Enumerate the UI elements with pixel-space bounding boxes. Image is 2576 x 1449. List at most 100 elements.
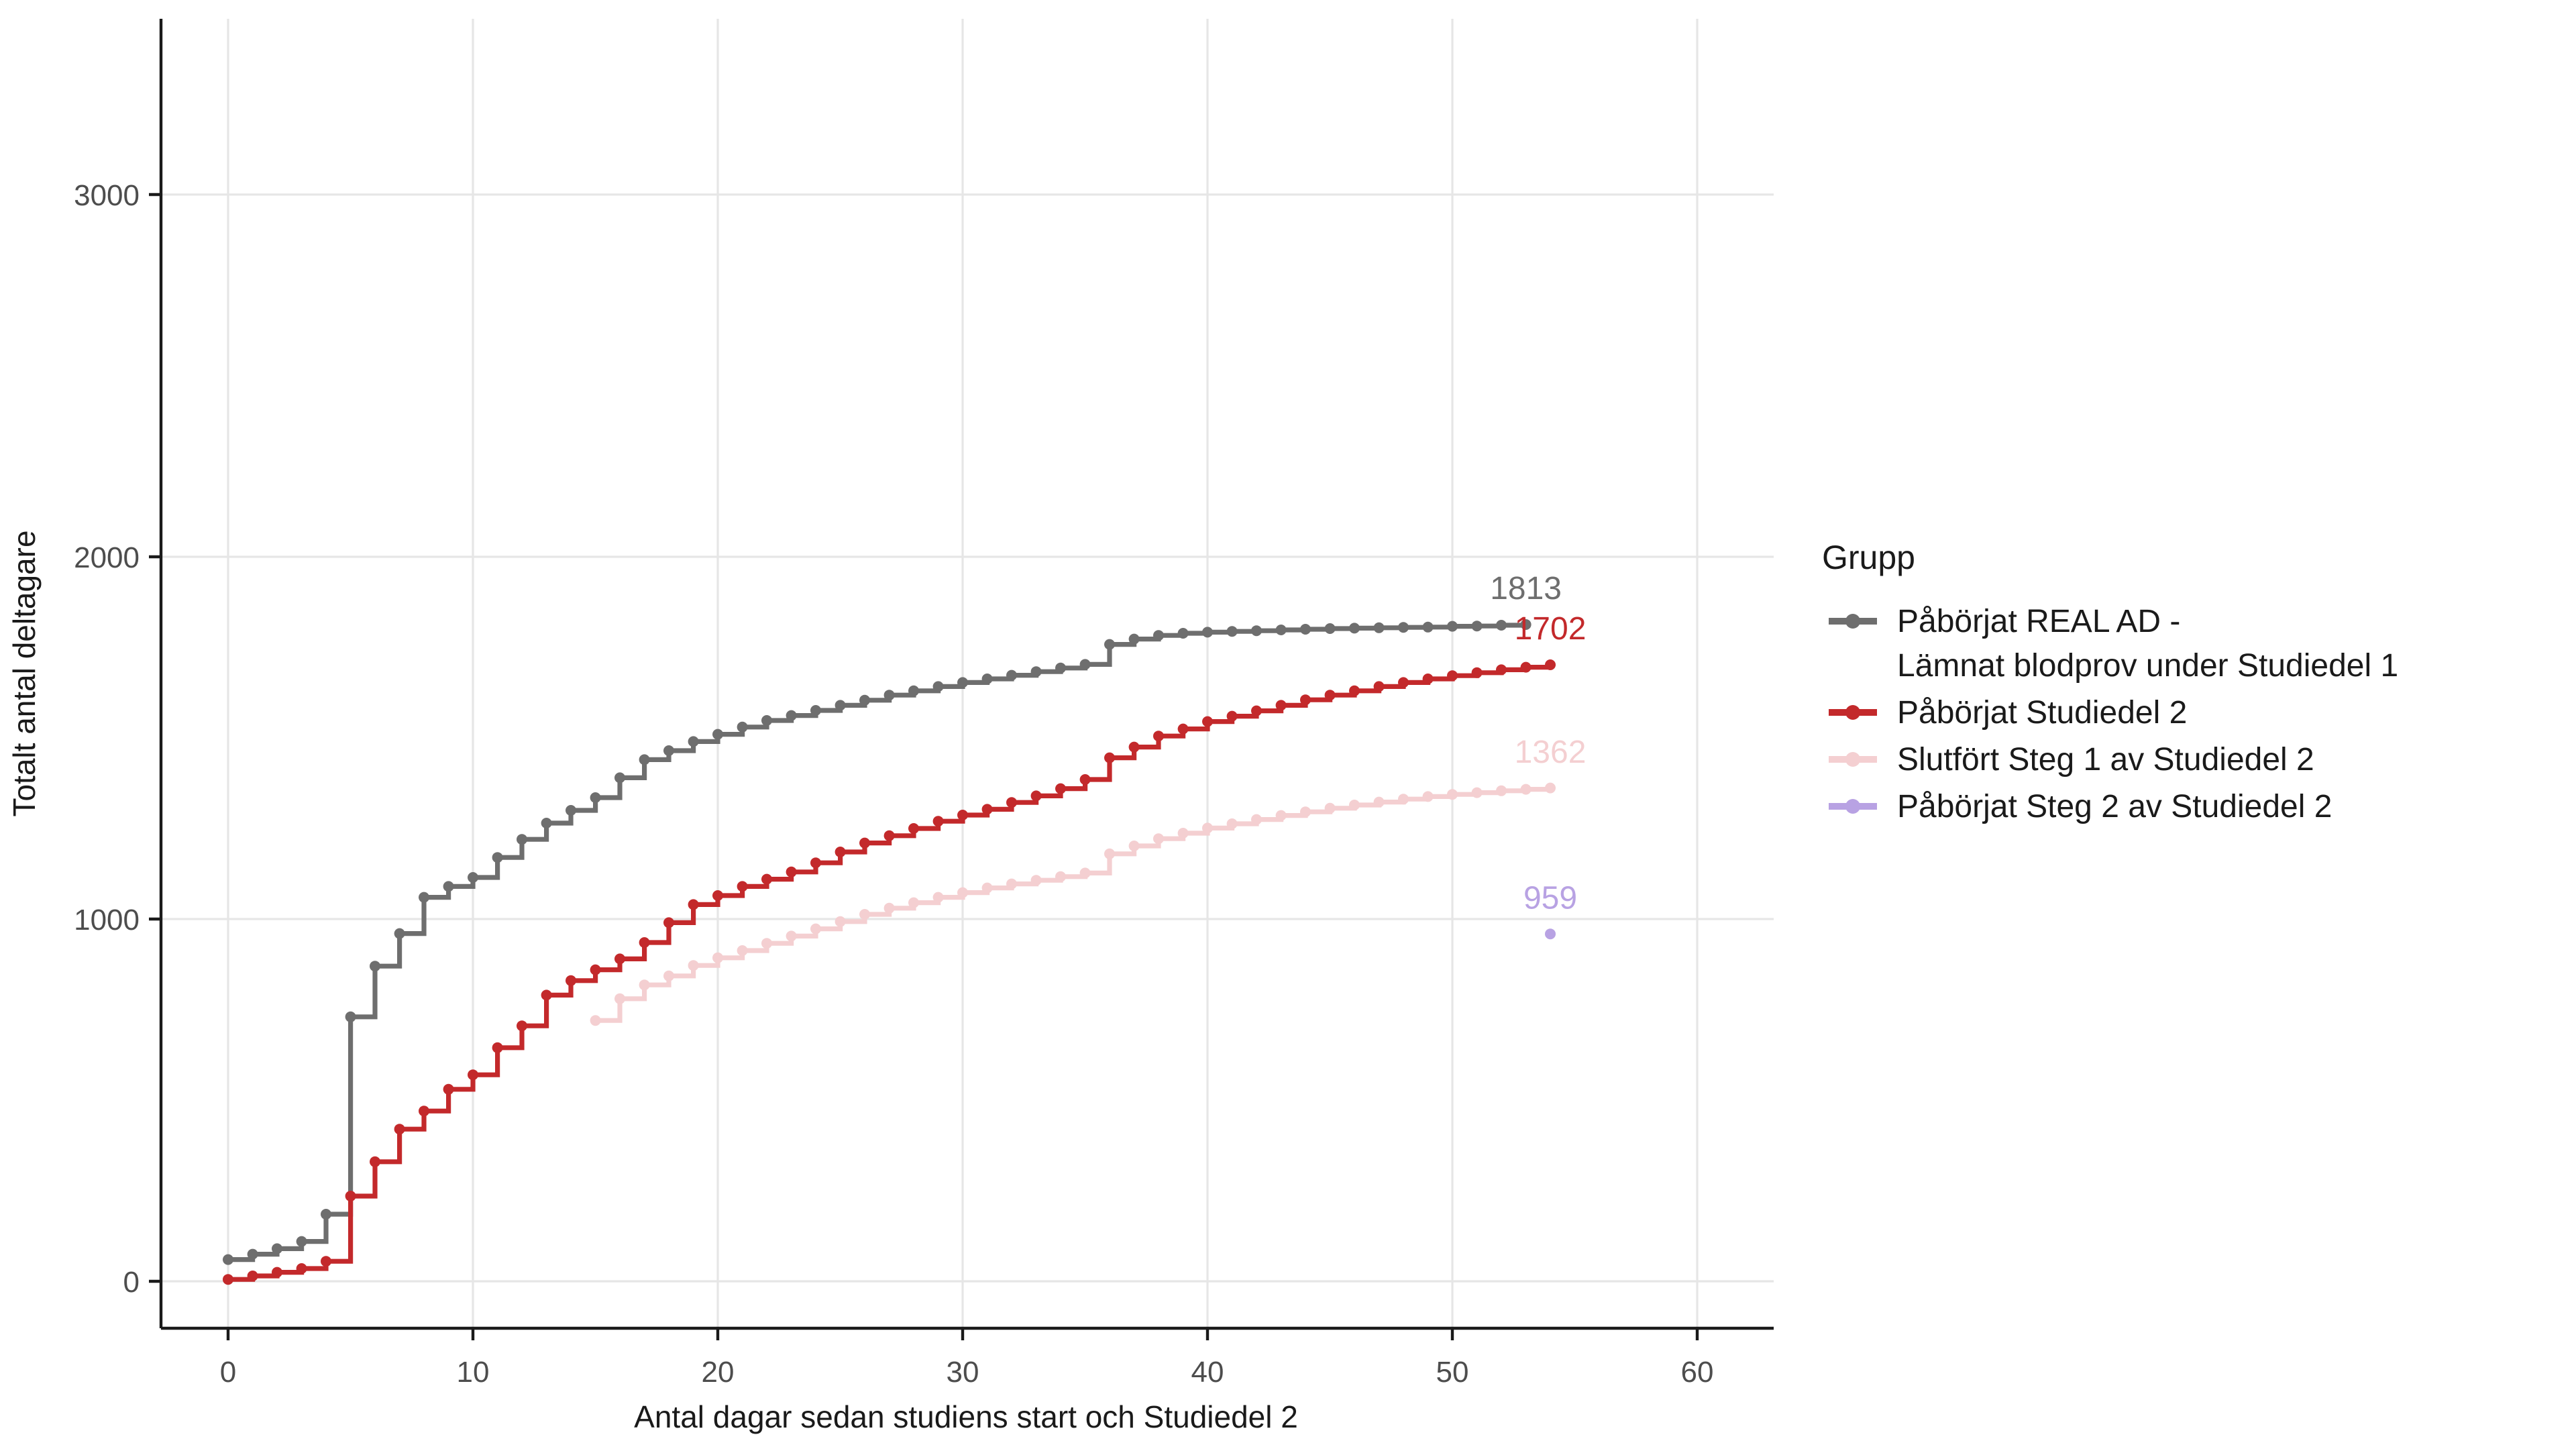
series-point <box>566 805 576 816</box>
series-point <box>1545 782 1556 794</box>
legend-title: Grupp <box>1822 539 1915 577</box>
series-point <box>688 960 699 971</box>
series-point <box>296 1236 307 1247</box>
legend: Grupp Påbörjat REAL AD - Lämnat blodprov… <box>1822 539 2398 832</box>
series-point <box>1079 774 1091 785</box>
x-tick-label: 0 <box>220 1356 236 1389</box>
series-point <box>1398 622 1409 633</box>
series-point <box>1006 878 1017 890</box>
series-point <box>1398 677 1409 688</box>
series-point <box>1079 867 1091 879</box>
series-line <box>595 787 1553 1023</box>
series-point <box>1177 628 1189 639</box>
series-point <box>1300 694 1311 706</box>
series-point <box>1373 681 1385 692</box>
series-end-label: 959 <box>1523 880 1577 916</box>
series-point <box>1496 620 1507 631</box>
series-point <box>1447 621 1458 632</box>
series-point <box>492 852 503 863</box>
series-point <box>517 834 527 845</box>
series-end-label: 1362 <box>1515 735 1587 770</box>
series-point <box>1496 785 1507 796</box>
series-point <box>1104 639 1115 650</box>
series-point <box>712 729 723 740</box>
series-point <box>1153 731 1164 742</box>
series-point <box>566 975 576 986</box>
series-point <box>1373 796 1385 808</box>
series-point <box>737 945 748 956</box>
series-point <box>859 694 870 706</box>
series-point <box>663 917 674 928</box>
series-point <box>1422 621 1434 633</box>
series-point <box>712 890 723 901</box>
series-point <box>1275 700 1287 711</box>
series-point <box>370 961 380 972</box>
series-point <box>1520 619 1532 630</box>
series-point <box>810 705 821 716</box>
series-point <box>1128 741 1140 753</box>
x-tick-label: 60 <box>1681 1356 1714 1389</box>
series-point <box>835 700 846 711</box>
series-point <box>468 1069 478 1081</box>
series-point <box>1349 685 1360 696</box>
series-point <box>272 1243 282 1254</box>
series-point <box>957 677 968 688</box>
series-point <box>908 897 919 908</box>
series-point <box>541 989 552 1001</box>
series-point <box>468 872 478 883</box>
series-point <box>883 830 895 841</box>
series-point <box>761 938 772 949</box>
series-point <box>223 1254 233 1265</box>
series-line <box>228 623 1529 1263</box>
series-point <box>1006 797 1017 808</box>
series-point <box>810 923 821 934</box>
series-point <box>296 1263 307 1274</box>
series-point <box>1055 783 1066 794</box>
legend-items: Påbörjat REAL AD - Lämnat blodprov under… <box>1822 600 2398 832</box>
series-point <box>786 930 797 942</box>
x-tick-label: 10 <box>457 1356 490 1389</box>
series-point <box>1128 633 1140 645</box>
series-point <box>1275 810 1287 821</box>
series-point <box>639 937 650 948</box>
series-point <box>1055 871 1066 882</box>
x-axis-title: Antal dagar sedan studiens start och Stu… <box>634 1399 1298 1434</box>
series-point <box>957 810 968 820</box>
legend-item-label: Påbörjat Steg 2 av Studiedel 2 <box>1897 789 2332 825</box>
series-point <box>786 866 797 877</box>
series-point <box>247 1271 258 1281</box>
series-point <box>1153 630 1164 641</box>
series-point <box>737 721 748 733</box>
series-point <box>1104 848 1115 859</box>
series-point <box>786 710 797 721</box>
series-point <box>1324 690 1336 701</box>
series-point <box>541 818 552 828</box>
series-point <box>957 887 968 898</box>
y-tick-label: 1000 <box>74 904 140 936</box>
series-point <box>688 899 699 910</box>
series-point <box>614 772 625 784</box>
series-end-label: 1813 <box>1490 571 1562 606</box>
series-point <box>419 892 429 903</box>
series-point <box>1079 659 1091 670</box>
series-point <box>908 685 919 696</box>
series-point <box>883 690 895 701</box>
series-point <box>321 1256 331 1267</box>
legend-key-icon <box>1829 614 1877 629</box>
series-point <box>859 837 870 849</box>
series-point <box>883 902 895 914</box>
series-point <box>1177 723 1189 735</box>
series-point <box>394 1124 405 1135</box>
series-point <box>272 1267 282 1278</box>
series-point <box>590 1015 601 1026</box>
series-point <box>1251 625 1262 637</box>
legend-key-icon <box>1829 752 1877 767</box>
series-point <box>835 916 846 927</box>
series-point <box>1153 833 1164 845</box>
series-point <box>1202 627 1213 638</box>
legend-item: Påbörjat REAL AD - Lämnat blodprov under… <box>1822 600 2398 688</box>
legend-item-label: Slutfört Steg 1 av Studiedel 2 <box>1897 742 2314 778</box>
series-point <box>1030 790 1042 802</box>
y-tick-label: 2000 <box>74 541 140 574</box>
series-point <box>1300 624 1311 635</box>
